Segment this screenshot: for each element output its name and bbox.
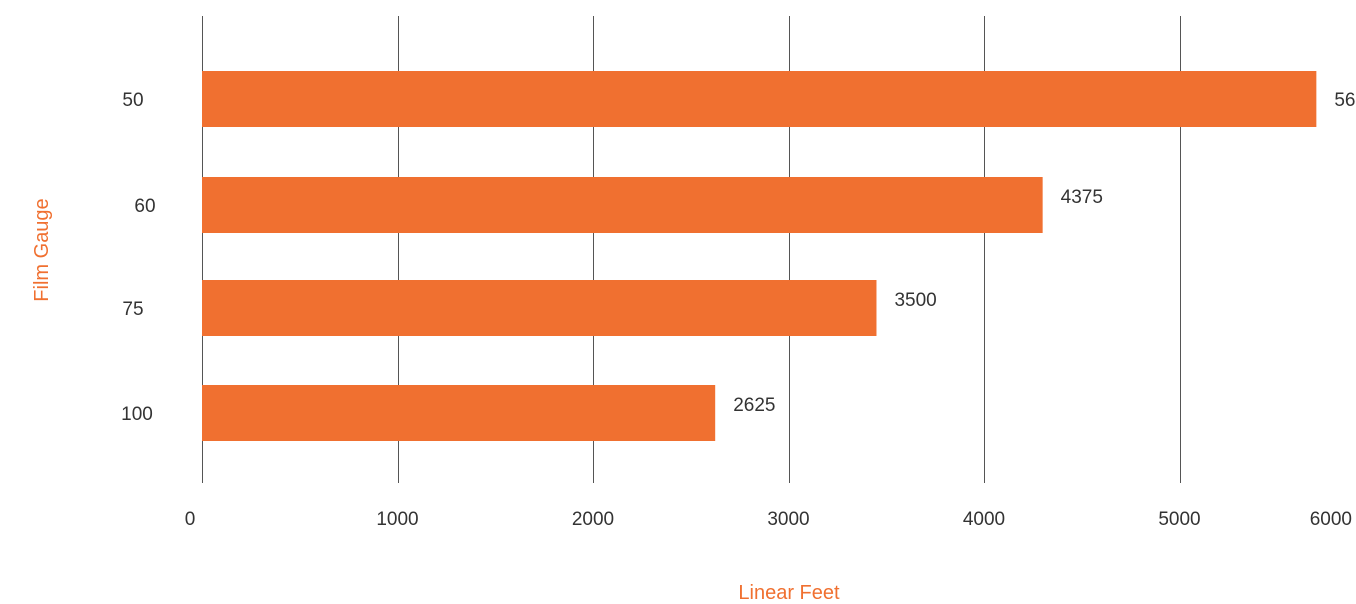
bar-50	[202, 71, 1317, 127]
x-tick-label: 5000	[1158, 509, 1200, 530]
bar-100	[202, 385, 716, 441]
y-tick-label: 50	[122, 90, 143, 111]
bar-60	[202, 177, 1043, 233]
x-tick-label: 6000	[1310, 509, 1352, 530]
bars	[202, 71, 1317, 441]
data-label-60: 4375	[1061, 187, 1103, 208]
data-labels: 5675 4375 3500 2625	[733, 90, 1356, 416]
x-tick-label: 0	[185, 509, 196, 530]
x-tick-label: 4000	[963, 509, 1005, 530]
y-tick-label: 60	[134, 196, 155, 217]
data-label-100: 2625	[733, 395, 775, 416]
x-tick-label: 3000	[767, 509, 809, 530]
data-label-50: 5675	[1334, 90, 1356, 111]
x-tick-label: 2000	[572, 509, 614, 530]
x-axis-tick-labels: 0 1000 2000 3000 4000 5000 6000	[185, 509, 1352, 530]
x-axis-title: Linear Feet	[738, 582, 840, 604]
bar-75	[202, 280, 877, 336]
y-tick-label: 75	[122, 299, 143, 320]
data-label-75: 3500	[894, 290, 936, 311]
y-axis-title: Film Gauge	[31, 198, 53, 301]
y-axis-tick-labels: 50 60 75 100	[121, 90, 155, 425]
x-tick-label: 1000	[376, 509, 418, 530]
y-tick-label: 100	[121, 404, 153, 425]
